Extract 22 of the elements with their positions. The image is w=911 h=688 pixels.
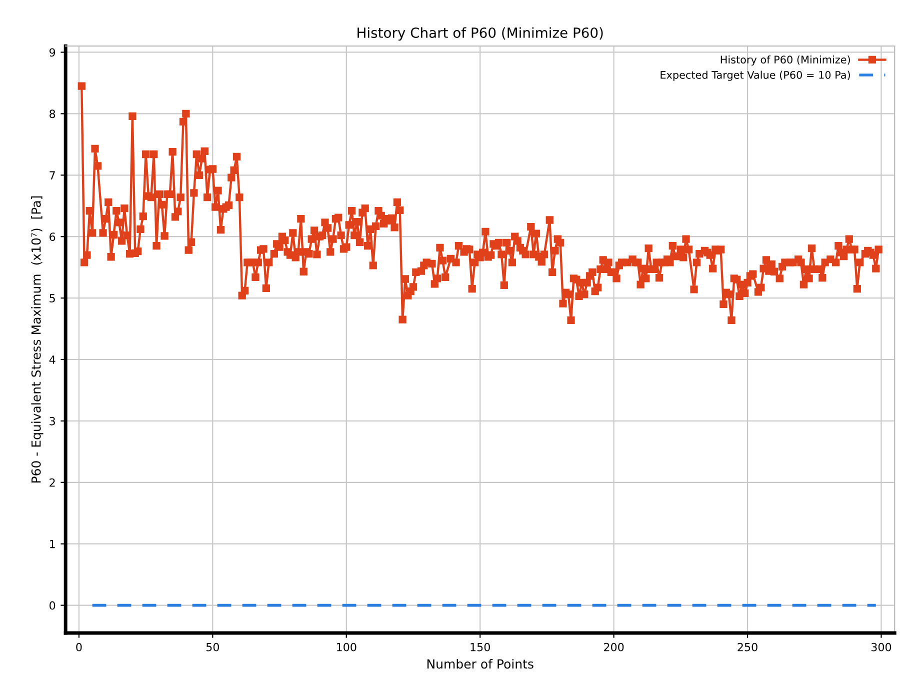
y-tick-label: 8 [50,110,56,118]
y-tick-label: 2 [50,478,55,487]
y-tick-label: 1 [50,540,55,548]
x-tick-label: 100 [337,642,356,652]
y-tick-label: 9 [50,48,56,57]
x-tick-label: 200 [604,642,624,652]
y-axis-title: P60 - Equivalent Stress Maximum (x10⁷) [Pa] [31,196,44,483]
y-tick-label: 5 [50,294,55,302]
x-tick-label: 50 [206,642,220,652]
y-tick-label: 6 [50,232,56,241]
x-tick-label: 250 [738,642,758,652]
y-tick-label: 3 [50,416,55,426]
x-tick-label: 150 [470,642,490,652]
y-tick-label: 0 [50,601,56,610]
legend-label: History of P60 (Minimize) [720,55,850,66]
y-tick-label: 4 [49,356,56,364]
x-tick-label: 300 [871,642,892,652]
legend-label: Expected Target Value (P60 = 10 Pa) [660,70,850,81]
x-tick-label: 0 [76,642,82,652]
y-tick-label: 7 [50,171,55,180]
x-axis-title: Number of Points [427,658,534,669]
chart-title: History Chart of P60 (Minimize P60) [358,27,603,41]
